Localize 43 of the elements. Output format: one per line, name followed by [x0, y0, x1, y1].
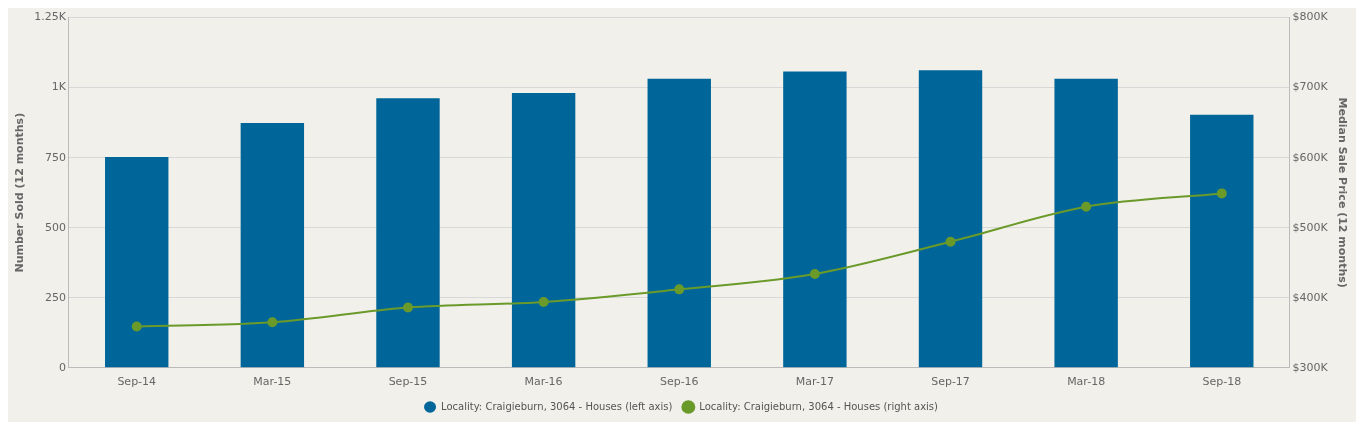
x-tick-label: Sep-15 [388, 375, 428, 389]
point [674, 284, 685, 295]
bar [1054, 78, 1118, 368]
point [402, 302, 413, 313]
y-tick-label: 1K [51, 80, 67, 94]
x-tick-label: Sep-18 [1202, 375, 1242, 389]
y2-tick-label: $700K [1292, 80, 1329, 94]
y2-tick-label: $400K [1292, 290, 1329, 304]
point [1216, 188, 1227, 199]
y2-tick-label: $500K [1292, 220, 1329, 234]
y2-tick-label: $800K [1292, 10, 1329, 24]
bar [918, 70, 983, 368]
bar [511, 92, 576, 368]
y2-tick-label: $300K [1292, 360, 1329, 374]
legend-label: Locality: Craigieburn, 3064 - Houses (left axis) [441, 400, 673, 412]
bar [783, 71, 847, 368]
point [809, 268, 820, 279]
legend-label: Locality: Craigieburn, 3064 - Houses (right axis) [699, 400, 939, 412]
y-tick-label: 0 [58, 360, 66, 374]
point [945, 236, 956, 247]
point [1081, 201, 1092, 212]
x-tick-label: Mar-17 [795, 375, 834, 389]
x-tick-label: Sep-14 [117, 375, 157, 389]
x-tick-label: Sep-17 [931, 375, 970, 389]
bar [240, 122, 305, 368]
x-tick-label: Sep-16 [659, 375, 699, 389]
point [267, 317, 278, 328]
y-tick-label: 500 [44, 220, 66, 234]
y2-axis-title: Median Sale Price (12 months) [1335, 97, 1349, 288]
bar [647, 78, 711, 368]
y-tick-label: 750 [44, 150, 66, 164]
point [131, 321, 142, 332]
y-tick-label: 250 [44, 290, 66, 304]
y-axis-title: Number Sold (12 months) [13, 112, 27, 273]
point [538, 296, 549, 307]
x-tick-label: Mar-18 [1067, 375, 1106, 389]
bar [105, 157, 169, 368]
bar [1190, 114, 1254, 368]
x-tick-label: Mar-15 [253, 375, 292, 389]
y2-tick-label: $600K [1292, 150, 1329, 164]
x-tick-label: Mar-16 [524, 375, 563, 389]
bar [376, 98, 440, 368]
y-tick-label: 1.25K [34, 10, 67, 24]
